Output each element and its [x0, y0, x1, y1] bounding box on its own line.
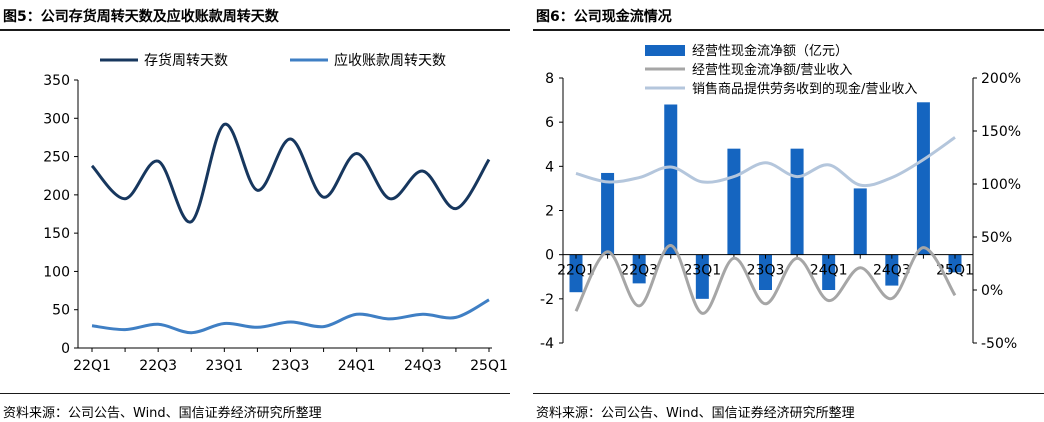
- right-y2-tick-label: 100%: [981, 177, 1021, 193]
- right-legend-label-ratio-2: 销售商品提供劳务收到的现金/营业收入: [692, 81, 917, 97]
- right-y2-tick-label: 200%: [981, 71, 1021, 87]
- right-y-tick-label: 2: [545, 204, 554, 220]
- right-cash-flow-bar: [853, 188, 867, 255]
- left-source-note: 资料来源：公司公告、Wind、国信证券经济研究所整理: [3, 406, 322, 421]
- left-y-tick-label: 350: [43, 73, 70, 89]
- left-x-tick-label: 23Q1: [205, 358, 243, 374]
- right-x-tick-label: 24Q1: [810, 263, 848, 279]
- right-cash-flow-bar: [916, 102, 930, 255]
- right-cash-flow-bar: [695, 254, 709, 299]
- right-cash-flow-bar: [948, 254, 962, 273]
- left-y-tick-label: 300: [43, 111, 70, 127]
- cash-flow-panel: 图6：公司现金流情况 -4 -2 0 2 4 6 8 -50% 0% 50% 100% 150% 200…: [533, 0, 1044, 422]
- right-y-tick-label: 8: [545, 71, 554, 87]
- right-y-tick-label: -2: [540, 292, 554, 308]
- left-legend-label-1: 存货周转天数: [144, 52, 228, 69]
- right-y2-tick-label: 50%: [981, 230, 1012, 246]
- right-ratio-line-2: [575, 136, 956, 188]
- left-x-tick-label: 24Q3: [404, 358, 442, 374]
- right-x-tick-label: 22Q1: [557, 263, 595, 279]
- cash-flow-combo-chart: -4 -2 0 2 4 6 8 -50% 0% 50% 100% 150% 200% 22Q1 22Q3 23…: [540, 43, 1021, 352]
- left-x-tick-label: 22Q1: [73, 358, 111, 374]
- inventory-turnover-panel: 图5：公司存货周转天数及应收账款周转天数 0 50 100 150 200 250 300 3…: [0, 0, 510, 422]
- left-y-tick-label: 250: [43, 150, 70, 166]
- left-series-line-1: [90, 122, 491, 224]
- right-y2-tick-label: 150%: [981, 124, 1021, 140]
- right-cash-flow-bar: [632, 254, 646, 284]
- right-cash-flow-bar: [727, 148, 741, 255]
- right-legend-label-ratio-1: 经营性现金流净额/营业收入: [692, 62, 852, 78]
- right-cash-flow-bar: [664, 104, 678, 255]
- left-y-tick-label: 150: [43, 226, 70, 242]
- left-figure-title: 图5：公司存货周转天数及应收账款周转天数: [3, 9, 279, 25]
- left-y-tick-label: 100: [43, 264, 70, 280]
- right-x-tick-label: 23Q1: [683, 263, 721, 279]
- right-y2-tick-label: 0%: [981, 283, 1003, 299]
- left-legend-label-2: 应收账款周转天数: [334, 52, 446, 69]
- left-title-rule: [0, 29, 510, 31]
- left-y-tick-label: 0: [61, 341, 70, 357]
- right-x-tick-label: 23Q3: [747, 263, 785, 279]
- right-legend-swatch-bar: [645, 45, 685, 56]
- left-x-tick-label: 25Q1: [470, 358, 508, 374]
- left-x-tick-label: 24Q1: [338, 358, 376, 374]
- right-figure-title: 图6：公司现金流情况: [536, 9, 672, 25]
- right-y-tick-label: -4: [540, 336, 554, 352]
- right-title-rule: [533, 29, 1044, 31]
- turnover-days-line-chart: 0 50 100 150 200 250 300 350 22Q1 22Q3 23Q1 23Q3 24Q…: [43, 52, 508, 374]
- right-cash-flow-bar: [601, 172, 615, 255]
- left-x-tick-label: 22Q3: [139, 358, 177, 374]
- left-source-rule: [0, 393, 510, 394]
- left-y-tick-label: 200: [43, 188, 70, 204]
- right-x-tick-label: 24Q3: [873, 263, 911, 279]
- right-cash-flow-bar: [790, 148, 804, 255]
- right-source-rule: [533, 393, 1044, 394]
- right-cash-flow-bar: [822, 254, 836, 290]
- right-cash-flow-bar: [569, 254, 583, 293]
- right-y-tick-label: 4: [545, 159, 554, 175]
- left-series-line-2: [91, 298, 490, 335]
- right-y-tick-label: 0: [545, 248, 554, 264]
- right-source-note: 资料来源：公司公告、Wind、国信证券经济研究所整理: [536, 406, 855, 421]
- right-cash-flow-bar: [759, 254, 772, 290]
- right-y2-tick-label: -50%: [981, 336, 1017, 352]
- right-legend-label-bar: 经营性现金流净额（亿元）: [692, 43, 848, 59]
- right-cash-flow-bar: [885, 254, 899, 286]
- right-y-tick-label: 6: [545, 115, 554, 131]
- left-x-tick-label: 23Q3: [272, 358, 310, 374]
- right-ratio-line-1: [574, 244, 957, 315]
- left-y-tick-label: 50: [52, 303, 70, 319]
- right-x-tick-label: 22Q3: [620, 263, 658, 279]
